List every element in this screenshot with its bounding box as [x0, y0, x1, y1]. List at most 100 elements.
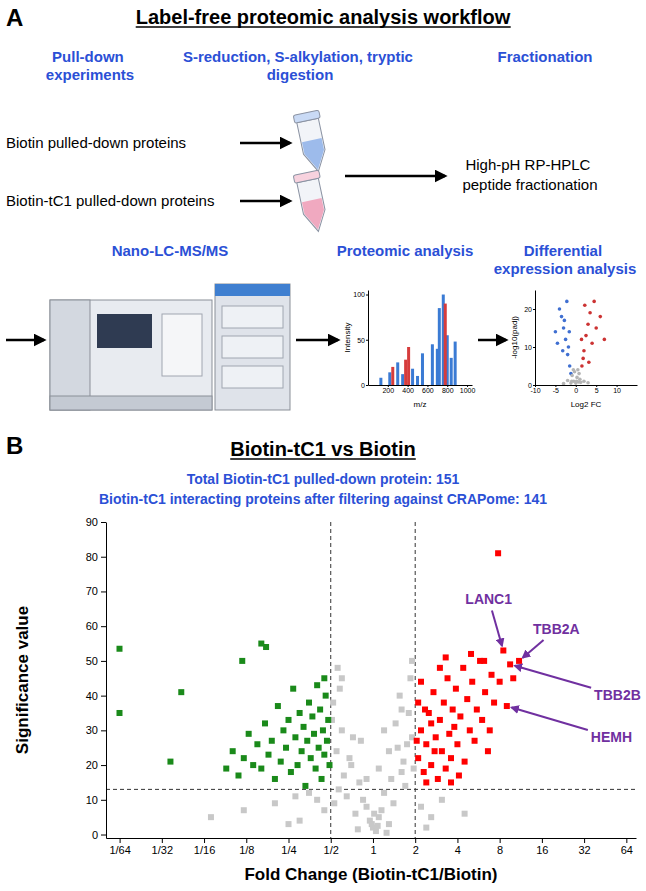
point: [437, 665, 443, 671]
point: [400, 759, 406, 765]
point: [460, 665, 466, 671]
point: [336, 786, 342, 792]
peak-bar: [431, 344, 434, 385]
point: [299, 748, 305, 754]
y-axis-line: [535, 291, 536, 386]
step-label: Proteomic analysis: [337, 242, 474, 259]
point: [418, 727, 424, 733]
point: [603, 338, 607, 342]
point: [428, 762, 434, 768]
point: [292, 734, 298, 740]
x-axis-title: Fold Change (Biotin-tC1/Biotin): [244, 865, 497, 884]
peak-bar: [411, 369, 414, 385]
y-tick: 90: [86, 516, 106, 528]
tube-cap: [293, 170, 320, 183]
point: [586, 381, 590, 385]
marks: [379, 295, 456, 385]
y-tick: 30: [86, 724, 106, 736]
text-line: Differential: [524, 242, 607, 259]
y-axis-title: -log10(padj): [510, 316, 519, 359]
point: [320, 727, 326, 733]
y-tick-mark: [533, 347, 535, 348]
y-tick-label: 10: [86, 794, 98, 806]
series: [208, 658, 468, 836]
point: [556, 341, 560, 345]
x-tick-label: 400: [402, 387, 414, 394]
point: [587, 360, 591, 364]
point: [309, 713, 315, 719]
point: [223, 766, 229, 772]
point: [481, 658, 487, 664]
x-tick-mark: [162, 838, 163, 843]
point: [592, 300, 596, 304]
point: [369, 821, 375, 827]
y-tick-mark: [366, 295, 368, 296]
tube-liquid: [302, 138, 328, 172]
point: [272, 800, 278, 806]
annotation-label: HEMH: [591, 729, 632, 745]
point: [278, 759, 284, 765]
panel-title: Label-free proteomic analysis workflow: [136, 6, 511, 28]
point: [422, 707, 428, 713]
point: [598, 315, 602, 319]
text-line: High-pH RP-HPLC: [465, 156, 594, 173]
point: [344, 793, 350, 799]
x-tick: 1/64: [109, 838, 130, 856]
point: [565, 300, 569, 304]
point: [321, 752, 327, 758]
peak-bar: [379, 378, 382, 385]
x-tick-mark: [500, 838, 501, 843]
x-tick: 2: [413, 838, 419, 856]
x-tick-mark: [584, 838, 585, 843]
x-tick: -5: [553, 385, 559, 394]
point: [428, 814, 434, 820]
point: [364, 776, 370, 782]
y-tick-mark: [101, 591, 106, 592]
point: [241, 807, 247, 813]
x-tick: 800: [442, 385, 454, 394]
x-tick: 10: [613, 385, 621, 394]
y-tick-mark: [533, 309, 535, 310]
point: [404, 741, 410, 747]
point: [411, 766, 417, 772]
x-tick-mark: [415, 838, 416, 843]
point: [341, 772, 347, 778]
point: [594, 326, 598, 330]
annotation-arrow: [515, 666, 591, 688]
step-label: Nano-LC-MS/MS: [112, 242, 229, 259]
point: [355, 826, 361, 832]
point: [561, 349, 565, 353]
instrument-slot: [222, 366, 283, 388]
point: [386, 748, 392, 754]
x-tick-mark: [120, 838, 121, 843]
text-line: S-reduction, S-alkylation, tryptic: [183, 48, 417, 65]
peak-bar: [396, 362, 399, 385]
point: [317, 707, 323, 713]
text-line: Fractionation: [497, 48, 592, 65]
y-tick-mark: [101, 557, 106, 558]
peak-bar: [454, 342, 457, 385]
point: [280, 727, 286, 733]
x-tick: 32: [578, 838, 590, 856]
x-tick: 1/8: [239, 838, 254, 856]
x-tick: 400: [402, 385, 414, 394]
point: [462, 759, 468, 765]
plot-area: [106, 522, 636, 838]
point: [462, 811, 468, 817]
y-tick: 10: [86, 794, 106, 806]
panel-letter: B: [6, 432, 23, 459]
point: [567, 330, 571, 334]
point: [504, 703, 510, 709]
point: [409, 658, 415, 664]
y-tick-mark: [101, 765, 106, 766]
point: [507, 661, 513, 667]
point: [167, 759, 173, 765]
y-tick: 20: [524, 306, 535, 313]
x-tick-label: 16: [536, 844, 548, 856]
text-line: Pull-down: [52, 48, 128, 65]
x-tick-label: 600: [422, 387, 434, 394]
point: [430, 689, 436, 695]
point: [335, 665, 341, 671]
point: [570, 374, 574, 378]
x-tick-label: 5: [595, 387, 599, 394]
